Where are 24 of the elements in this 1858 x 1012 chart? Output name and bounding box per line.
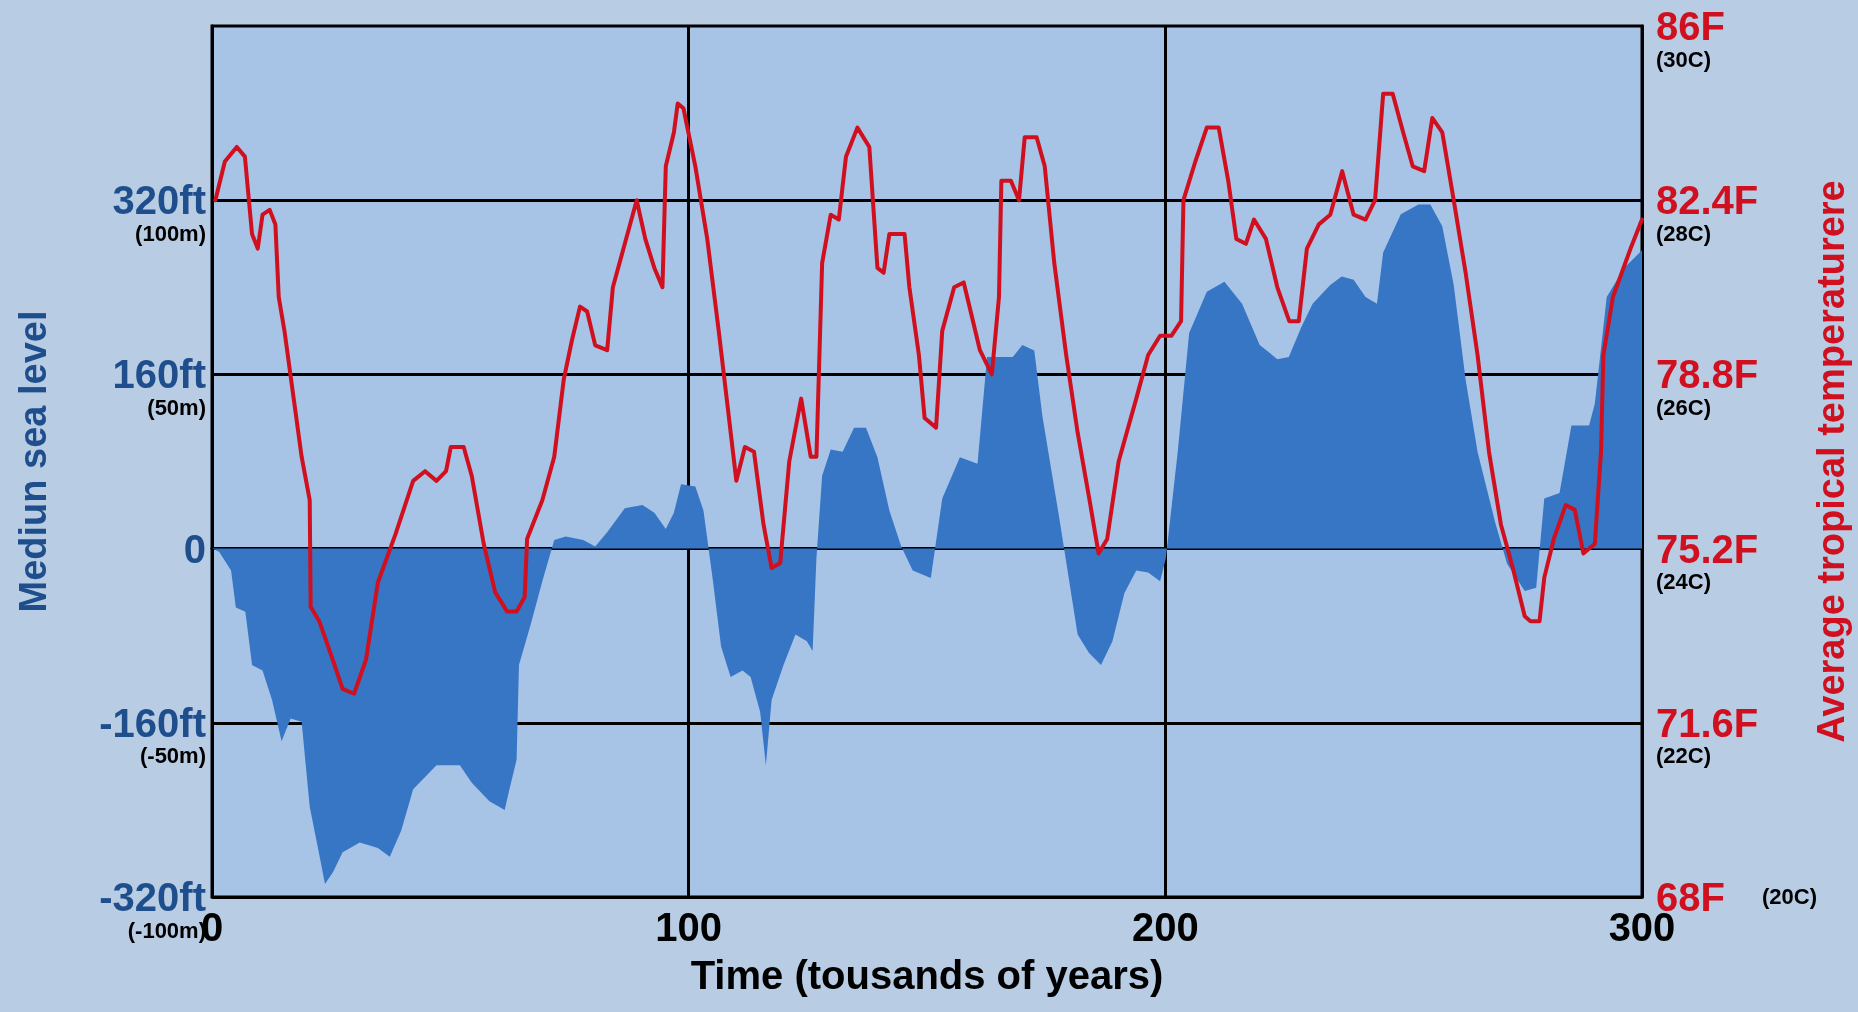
- text: (22C): [1656, 743, 1712, 769]
- text: (-50m): [139, 743, 206, 769]
- y-tick-label: 0: [183, 526, 206, 571]
- y-tick-label: 160ft: [112, 352, 206, 397]
- text: (28C): [1656, 220, 1712, 246]
- y2-tick-label: 71.6F: [1656, 700, 1759, 745]
- text: (26C): [1656, 394, 1712, 420]
- y2-tick-label: 75.2F: [1656, 526, 1759, 571]
- y2-tick-label: 86F: [1656, 4, 1725, 48]
- text: (20C): [1762, 883, 1818, 909]
- x-tick-label: 100: [655, 905, 723, 949]
- y-tick-label: 320ft: [112, 178, 206, 223]
- x-axis-title: Time (tousands of years): [690, 953, 1164, 997]
- text: (30C): [1656, 46, 1712, 72]
- x-tick-label: 200: [1131, 905, 1199, 949]
- y2-tick-label: 82.4F: [1656, 178, 1759, 223]
- text: (50m): [147, 394, 206, 420]
- text: (24C): [1656, 569, 1712, 595]
- y-tick-label: -160ft: [99, 700, 206, 745]
- y2-tick-label: 78.8F: [1656, 352, 1759, 397]
- y2-axis-title: Average tropical temperaturere: [1810, 180, 1852, 743]
- line-series: [213, 91, 1644, 696]
- y-axis-title: Mediun sea level: [12, 310, 54, 613]
- text: (100m): [135, 220, 206, 246]
